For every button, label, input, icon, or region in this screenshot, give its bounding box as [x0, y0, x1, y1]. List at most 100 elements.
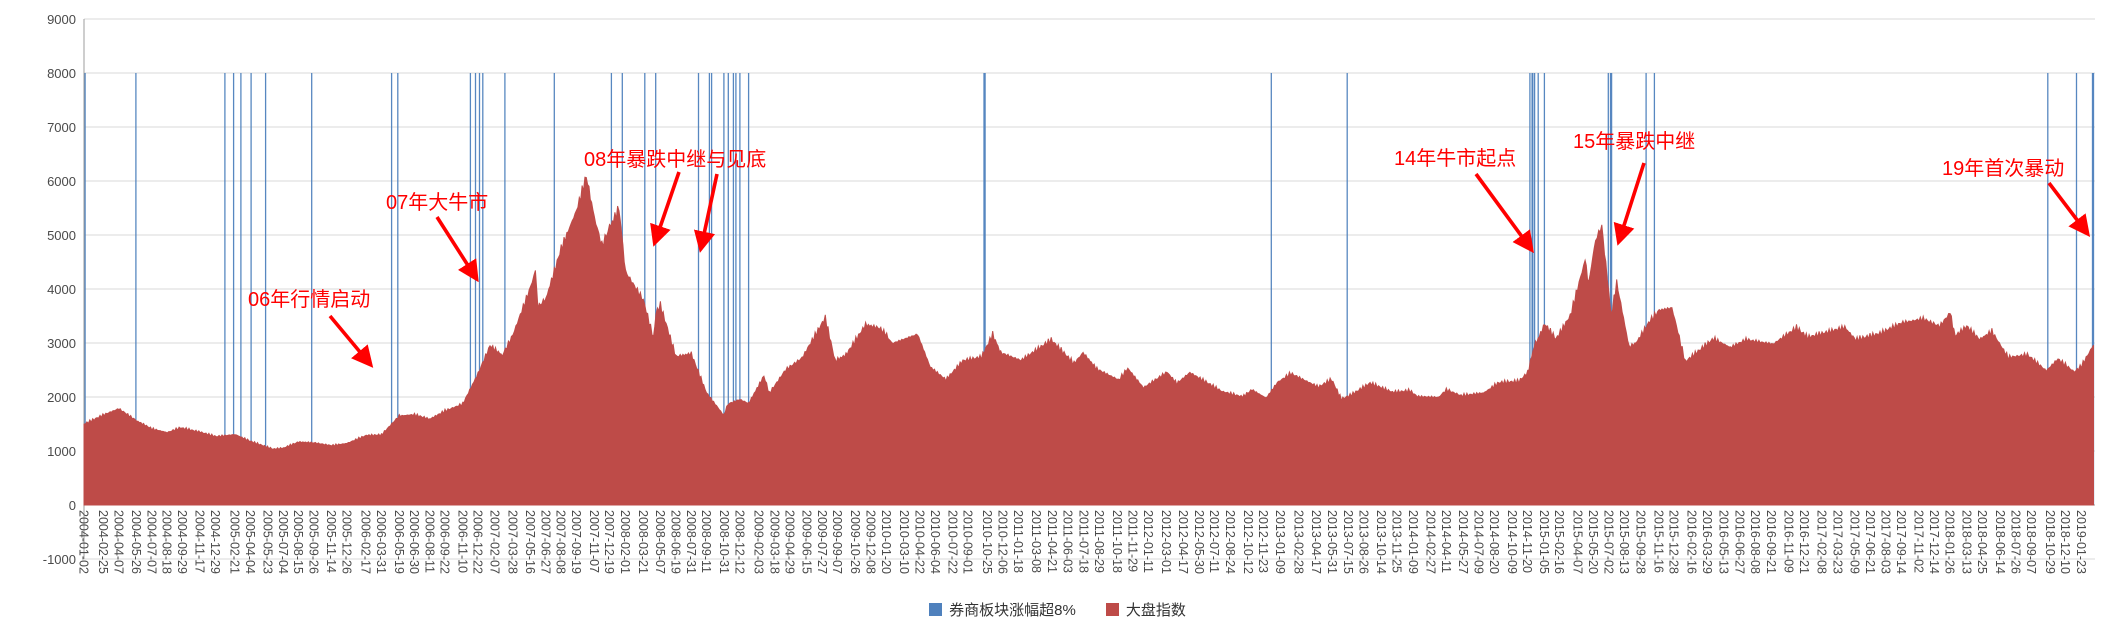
x-tick-label: 2014-11-20 — [1520, 510, 1535, 574]
x-tick-label: 2018-06-14 — [1993, 510, 2008, 574]
x-tick-label: 2004-07-07 — [144, 510, 159, 574]
x-tick-label: 2017-11-02 — [1911, 510, 1926, 574]
index-area-series — [83, 176, 2094, 506]
x-tick-label: 2017-12-14 — [1926, 510, 1941, 574]
x-tick-label: 2009-12-08 — [863, 510, 878, 574]
x-tick-label: 2016-11-09 — [1781, 510, 1796, 574]
x-tick-label: 2013-08-26 — [1356, 510, 1371, 574]
x-tick-label: 2018-12-10 — [2058, 510, 2073, 574]
x-tick-label: 2004-12-29 — [207, 510, 222, 574]
x-tick-label: 2012-08-24 — [1223, 510, 1238, 574]
x-tick-label: 2004-04-07 — [111, 510, 126, 574]
x-tick-label: 2015-08-13 — [1616, 510, 1631, 574]
x-tick-label: 2018-10-29 — [2042, 510, 2057, 574]
annotation-label: 06年行情启动 — [248, 289, 371, 311]
x-tick-label: 2008-02-01 — [618, 510, 633, 574]
x-tick-label: 2011-08-29 — [1091, 510, 1106, 574]
x-tick-label: 2006-02-17 — [358, 510, 373, 574]
x-tick-label: 2012-07-11 — [1207, 510, 1222, 574]
x-tick-label: 2011-10-18 — [1110, 510, 1125, 574]
x-tick-label: 2011-11-29 — [1125, 510, 1140, 573]
annotation-arrow — [693, 173, 719, 253]
legend-label-market-index: 大盘指数 — [1125, 602, 1186, 619]
x-tick-label: 2009-09-07 — [830, 510, 845, 574]
x-tick-label: 2006-03-31 — [373, 510, 388, 574]
annotation-label: 07年大牛市 — [386, 192, 489, 214]
x-tick-label: 2012-03-01 — [1159, 510, 1174, 574]
y-tick-label: 5000 — [47, 228, 76, 243]
x-tick-label: 2005-08-15 — [291, 510, 306, 574]
annotation-label: 19年首次暴动 — [1942, 158, 2065, 180]
x-tick-label: 2007-11-07 — [586, 510, 601, 574]
legend-label-broker-events: 券商板块涨幅超8% — [949, 602, 1076, 619]
x-tick-label: 2005-12-26 — [339, 510, 354, 574]
x-tick-label: 2017-05-09 — [1847, 510, 1862, 574]
annotation-arrow — [1474, 172, 1534, 254]
x-tick-label: 2007-12-19 — [602, 510, 617, 574]
x-tick-label: 2013-04-17 — [1308, 510, 1323, 574]
legend: 券商板块涨幅超8% 大盘指数 — [0, 599, 2115, 620]
y-tick-label: 1000 — [47, 444, 76, 459]
x-tick-label: 2004-09-29 — [174, 510, 189, 574]
x-tick-label: 2015-02-16 — [1552, 510, 1567, 574]
x-tick-label: 2010-07-22 — [945, 510, 960, 574]
x-tick-label: 2005-02-21 — [227, 510, 242, 574]
x-tick-label: 2009-06-15 — [799, 510, 814, 574]
x-tick-label: 2007-02-07 — [487, 510, 502, 574]
x-tick-label: 2009-02-03 — [751, 510, 766, 574]
x-tick-label: 2014-07-09 — [1471, 510, 1486, 574]
x-tick-label: 2010-04-22 — [912, 510, 927, 574]
x-tick-label: 2016-08-08 — [1747, 510, 1762, 574]
x-tick-label: 2005-07-04 — [275, 510, 290, 574]
x-tick-label: 2004-08-18 — [159, 510, 174, 574]
legend-item-market-index: 大盘指数 — [1105, 599, 1186, 620]
legend-swatch-broker-events — [929, 603, 943, 616]
x-tick-label: 2010-09-01 — [960, 510, 975, 574]
x-tick-label: 2015-01-05 — [1536, 510, 1551, 574]
x-tick-label: 2013-05-31 — [1324, 510, 1339, 574]
x-tick-label: 2016-05-13 — [1716, 510, 1731, 574]
x-tick-label: 2010-03-10 — [896, 510, 911, 574]
x-tick-label: 2015-05-20 — [1585, 510, 1600, 574]
x-tick-label: 2015-12-28 — [1666, 510, 1681, 574]
x-tick-label: 2010-01-20 — [879, 510, 894, 574]
x-tick-label: 2006-05-19 — [391, 510, 406, 574]
x-tick-label: 2008-07-31 — [683, 510, 698, 574]
annotation-arrow — [328, 314, 374, 368]
x-tick-label: 2014-10-09 — [1504, 510, 1519, 574]
annotation-label: 08年暴跌中继与见底 — [584, 149, 767, 171]
x-tick-label: 2006-12-22 — [470, 510, 485, 574]
x-tick-label: 2017-09-14 — [1893, 510, 1908, 574]
x-tick-label: 2017-03-23 — [1830, 510, 1845, 574]
x-tick-label: 2012-05-30 — [1191, 510, 1206, 574]
x-tick-label: 2006-09-22 — [437, 510, 452, 574]
y-tick-label: 6000 — [47, 174, 76, 189]
x-tick-label: 2013-11-25 — [1389, 510, 1404, 574]
x-tick-label: 2016-06-27 — [1732, 510, 1747, 574]
x-tick-label: 2017-06-21 — [1863, 510, 1878, 574]
annotation-arrow — [2047, 181, 2091, 238]
x-tick-label: 2014-02-27 — [1423, 510, 1438, 574]
legend-swatch-market-index — [1105, 603, 1119, 616]
x-tick-label: 2016-12-21 — [1796, 510, 1811, 574]
x-tick-label: 2011-01-18 — [1010, 510, 1025, 574]
x-tick-label: 2016-03-29 — [1699, 510, 1714, 574]
annotation-arrow — [435, 216, 479, 283]
x-tick-label: 2008-09-11 — [699, 510, 713, 574]
x-tick-label: 2010-10-25 — [980, 510, 995, 574]
x-tick-label: 2010-12-06 — [995, 510, 1010, 574]
x-tick-label: 2013-01-09 — [1273, 510, 1288, 574]
x-tick-label: 2006-08-11 — [422, 510, 437, 574]
x-tick-label: 2017-08-03 — [1878, 510, 1893, 574]
y-tick-label: 0 — [68, 498, 76, 513]
x-tick-label: 2013-02-28 — [1291, 510, 1306, 574]
x-tick-label: 2007-05-16 — [523, 510, 538, 574]
x-tick-label: 2014-08-20 — [1486, 510, 1501, 574]
x-tick-label: 2013-07-15 — [1341, 510, 1356, 574]
x-tick-label: 2015-07-02 — [1601, 510, 1616, 574]
x-tick-label: 2005-05-23 — [260, 510, 275, 574]
x-tick-label: 2005-11-14 — [324, 510, 339, 574]
y-tick-label: 2000 — [47, 390, 76, 405]
x-tick-label: 2006-11-10 — [455, 510, 470, 574]
